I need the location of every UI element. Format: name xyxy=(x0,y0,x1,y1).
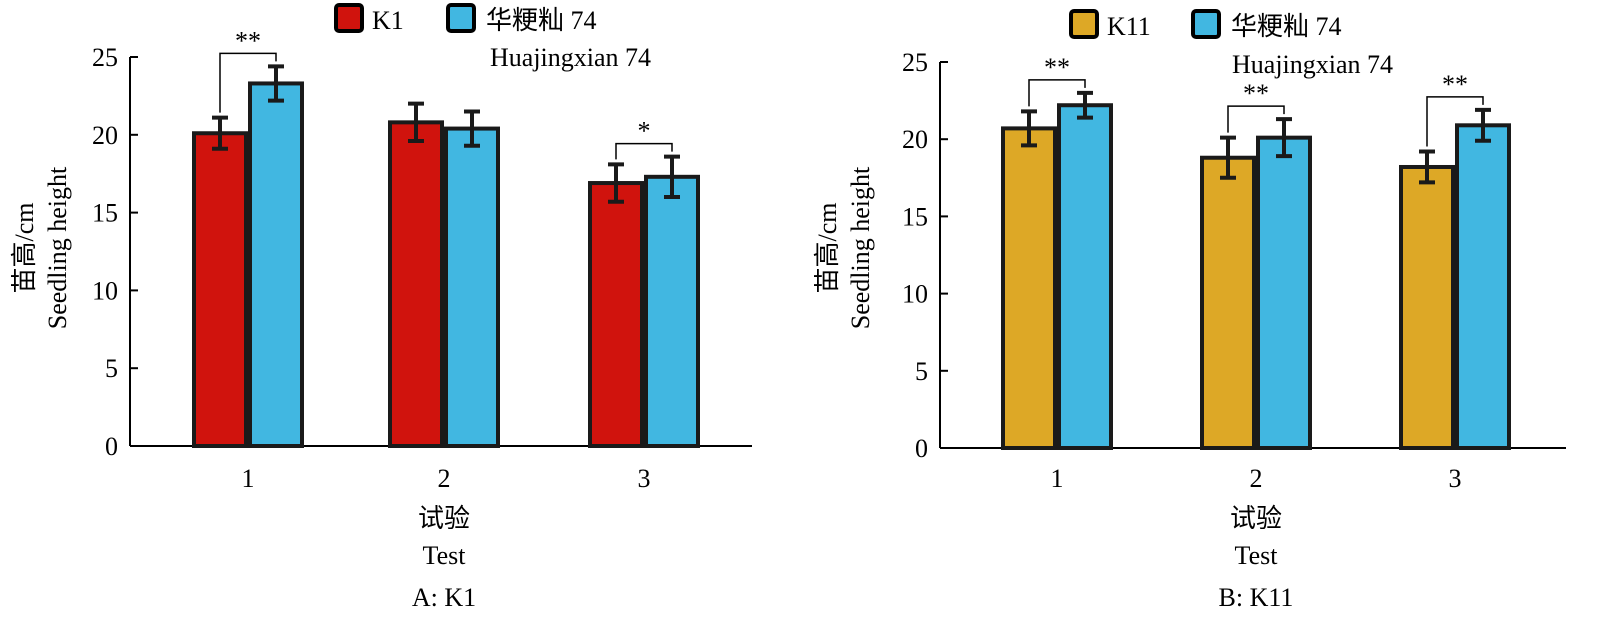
panel-a-sig-label-0: ** xyxy=(235,26,261,55)
panel-a-legend: K1 华粳籼 74 Huajingxian 74 xyxy=(334,3,651,72)
panel-b-xlabel-cn: 试验 xyxy=(1230,504,1282,533)
panel-b-sig-bracket-1 xyxy=(1227,105,1285,133)
panel-b-ytick-label-1: 5 xyxy=(915,357,928,386)
panel-b: K11 华粳籼 74 Huajingxian 74 苗高/cm Seedling… xyxy=(813,9,1566,612)
legend-label-k11: K11 xyxy=(1107,12,1151,41)
panel-b-sig-bracket-0 xyxy=(1028,79,1086,107)
panel-b-plot: 0 5 10 15 20 25 1 2 3 ** ** ** xyxy=(902,48,1511,493)
panel-a-ylabel-en: Seedling height xyxy=(43,166,72,329)
panel-b-xlabel-en: Test xyxy=(1235,541,1279,570)
panel-b-ylabel-en: Seedling height xyxy=(846,166,875,329)
legend-swatch-k11 xyxy=(1069,9,1099,39)
panel-b-caption: B: K11 xyxy=(1219,583,1294,612)
panel-b-xtick-label-2: 3 xyxy=(1449,464,1462,493)
panel-a-xtick-label-2: 3 xyxy=(638,464,651,493)
panel-a-xtick-label-0: 1 xyxy=(242,464,255,493)
panel-a-xlabel-cn: 试验 xyxy=(418,504,470,533)
panel-a-ytick-label-5: 25 xyxy=(92,43,118,72)
panel-b-errorbar-s1-c2 xyxy=(1475,107,1491,143)
panel-b-ytick-label-2: 10 xyxy=(902,280,928,309)
legend-label-huajingxian-en-b: Huajingxian 74 xyxy=(1232,50,1393,79)
legend-label-huajingxian-cn-b: 华粳籼 74 xyxy=(1231,12,1342,41)
panel-b-ytick-label-0: 0 xyxy=(915,434,928,463)
panel-a-ytick-label-3: 15 xyxy=(92,199,118,228)
panel-b-ytick-label-5: 25 xyxy=(902,48,928,77)
panel-b-xtick-label-1: 2 xyxy=(1250,464,1263,493)
panel-a-bar-s0-c0 xyxy=(192,131,248,449)
legend-label-k1: K1 xyxy=(372,6,404,35)
panel-b-errorbar-s0-c2 xyxy=(1419,149,1435,185)
panel-a-xtick-label-1: 2 xyxy=(438,464,451,493)
panel-b-sig-bracket-2 xyxy=(1426,96,1484,147)
panel-b-errorbar-s0-c1 xyxy=(1220,135,1236,180)
panel-a-bar-s0-c1 xyxy=(388,120,444,449)
panel-a-caption: A: K1 xyxy=(412,583,476,612)
panel-a-ytick-label-0: 0 xyxy=(105,432,118,461)
panel-b-sig-label-0: ** xyxy=(1044,53,1070,82)
panel-a-xlabel-en: Test xyxy=(423,541,467,570)
panel-a-ytick-label-1: 5 xyxy=(105,354,118,383)
panel-a-ytick-label-4: 20 xyxy=(92,121,118,150)
panel-b-xtick-label-0: 1 xyxy=(1051,464,1064,493)
panel-a-errorbar-s1-c0 xyxy=(268,64,284,103)
panel-b-errorbar-s1-c1 xyxy=(1276,117,1292,159)
panel-a-errorbar-s0-c0 xyxy=(212,115,228,151)
panel-b-ytick-label-3: 15 xyxy=(902,202,928,231)
panel-a-errorbar-s1-c1 xyxy=(464,109,480,148)
panel-b-sig-label-1: ** xyxy=(1243,79,1269,108)
legend-swatch-huajingxian xyxy=(446,3,476,33)
legend-label-huajingxian-en: Huajingxian 74 xyxy=(490,43,651,72)
panel-a-errorbar-s0-c2 xyxy=(608,162,624,204)
panel-b-bar-s0-c2 xyxy=(1399,164,1455,450)
panel-a-bar-s1-c1 xyxy=(444,126,500,449)
panel-b-errorbar-s1-c0 xyxy=(1077,90,1093,120)
panel-a-ytick-label-2: 10 xyxy=(92,276,118,305)
panel-a-sig-bracket-1 xyxy=(615,142,673,160)
panel-b-sig-label-2: ** xyxy=(1442,70,1468,99)
panel-a-bar-s0-c2 xyxy=(588,181,644,448)
panel-a-bar-s1-c2 xyxy=(644,174,700,448)
panel-b-ylabel-cn: 苗高/cm xyxy=(813,203,842,294)
panel-a-errorbar-s0-c1 xyxy=(408,101,424,144)
panel-a-ylabel-cn: 苗高/cm xyxy=(10,203,39,294)
panel-b-bar-s0-c1 xyxy=(1200,155,1256,450)
panel-b-legend: K11 华粳籼 74 Huajingxian 74 xyxy=(1069,9,1393,79)
panel-b-bar-s1-c0 xyxy=(1057,103,1113,451)
legend-swatch-huajingxian-b xyxy=(1191,9,1221,39)
panel-b-bar-s1-c1 xyxy=(1256,135,1312,450)
panel-a: K1 华粳籼 74 Huajingxian 74 苗高/cm Seedling … xyxy=(10,3,752,612)
panel-b-errorbar-s0-c0 xyxy=(1021,109,1037,148)
panel-b-bar-s0-c0 xyxy=(1001,126,1057,450)
panel-b-ytick-label-4: 20 xyxy=(902,125,928,154)
panel-a-errorbar-s1-c2 xyxy=(664,154,680,200)
panel-a-sig-bracket-0 xyxy=(219,52,277,113)
panel-b-bar-s1-c2 xyxy=(1455,123,1511,451)
legend-swatch-k1 xyxy=(334,3,364,33)
legend-label-huajingxian-cn: 华粳籼 74 xyxy=(486,6,597,35)
panel-a-sig-label-1: * xyxy=(638,117,651,146)
panel-a-bar-s1-c0 xyxy=(248,81,304,449)
